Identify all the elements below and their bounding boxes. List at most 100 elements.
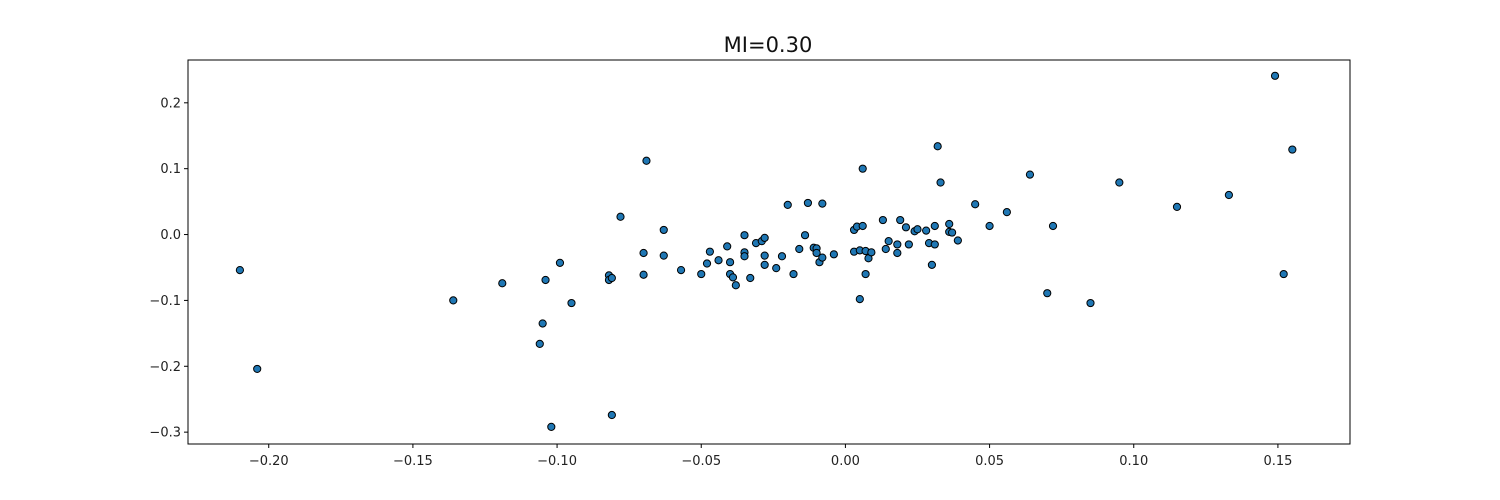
data-point xyxy=(812,248,821,258)
data-point xyxy=(1043,289,1052,298)
y-axis: −0.3 −0.2 −0.1 0.0 0.1 0.2 xyxy=(149,96,188,441)
y-tick-label: −0.1 xyxy=(149,294,181,309)
data-point xyxy=(535,339,544,348)
y-tick-label: −0.2 xyxy=(149,360,181,375)
data-point xyxy=(858,164,867,173)
data-point xyxy=(714,256,723,265)
data-point xyxy=(659,251,668,260)
x-tick-label: −0.15 xyxy=(393,454,433,469)
data-point xyxy=(567,298,576,308)
x-axis: −0.20 −0.15 −0.10 −0.05 0.00 0.05 0.10 0.15 xyxy=(249,444,1292,469)
data-point xyxy=(705,247,714,256)
data-point xyxy=(547,422,556,431)
y-tick-label: 0.0 xyxy=(160,228,181,243)
x-tick-label: 0.05 xyxy=(975,454,1004,469)
data-point xyxy=(829,250,838,259)
data-point xyxy=(971,200,980,209)
data-point xyxy=(904,240,913,249)
data-point xyxy=(803,198,813,208)
data-point xyxy=(927,260,937,269)
data-point xyxy=(893,248,902,258)
data-point xyxy=(896,215,905,225)
data-point xyxy=(1048,221,1058,231)
data-point xyxy=(789,269,798,279)
data-point xyxy=(639,248,648,258)
data-point xyxy=(740,231,749,240)
data-point xyxy=(985,221,994,231)
data-point xyxy=(1270,71,1280,80)
data-point xyxy=(772,264,781,273)
data-point xyxy=(1115,178,1124,187)
x-tick-label: 0.00 xyxy=(831,454,860,469)
data-point xyxy=(922,226,931,235)
data-point xyxy=(1025,170,1035,179)
data-point xyxy=(760,233,769,242)
data-point xyxy=(818,253,827,262)
data-point xyxy=(930,240,939,249)
y-tick-label: −0.3 xyxy=(149,426,181,441)
data-point xyxy=(659,225,668,235)
data-point xyxy=(697,269,706,279)
data-point xyxy=(913,225,922,234)
data-point xyxy=(723,242,732,251)
data-point xyxy=(1086,298,1095,308)
data-point xyxy=(800,231,810,240)
data-point xyxy=(1288,145,1297,154)
data-point xyxy=(858,221,867,231)
points-layer xyxy=(235,71,1297,431)
data-point xyxy=(555,258,565,267)
data-point xyxy=(607,410,616,420)
data-point xyxy=(746,273,755,283)
data-point xyxy=(861,269,870,279)
x-tick-label: 0.15 xyxy=(1263,454,1292,469)
data-point xyxy=(1224,190,1233,200)
x-tick-label: −0.20 xyxy=(249,454,289,469)
data-point xyxy=(676,266,686,275)
x-tick-label: −0.05 xyxy=(681,454,721,469)
data-point xyxy=(867,248,876,257)
data-point xyxy=(639,270,648,279)
data-point xyxy=(607,273,616,283)
data-point xyxy=(728,273,738,282)
data-point xyxy=(449,296,458,305)
data-point xyxy=(783,200,792,210)
y-tick-label: 0.2 xyxy=(160,96,181,111)
data-point xyxy=(945,219,954,229)
plot-area-frame xyxy=(187,59,1351,445)
x-tick-label: −0.10 xyxy=(537,454,577,469)
data-point xyxy=(616,212,625,221)
x-tick-label: 0.10 xyxy=(1119,454,1148,469)
data-point xyxy=(1002,208,1011,217)
data-point xyxy=(893,240,902,249)
data-point xyxy=(541,275,550,285)
data-point xyxy=(253,364,262,374)
data-point xyxy=(881,244,890,254)
data-point xyxy=(884,237,893,246)
data-point xyxy=(731,281,740,290)
data-point xyxy=(953,236,962,245)
data-point xyxy=(1172,202,1182,211)
data-point xyxy=(702,259,712,268)
data-point xyxy=(930,221,939,231)
data-point xyxy=(933,142,942,151)
data-point xyxy=(818,199,827,208)
chart-title: MI=0.30 xyxy=(724,33,813,57)
data-point xyxy=(498,279,507,288)
data-point xyxy=(795,244,804,254)
data-point xyxy=(947,228,957,237)
data-point xyxy=(1279,269,1288,279)
data-point xyxy=(901,223,911,232)
data-point xyxy=(642,156,651,165)
data-point xyxy=(855,294,864,304)
data-point xyxy=(777,252,787,261)
data-point xyxy=(760,260,769,269)
data-point xyxy=(760,251,769,260)
data-point xyxy=(740,252,749,261)
data-point xyxy=(936,178,945,187)
data-point xyxy=(725,258,735,267)
y-tick-label: 0.1 xyxy=(160,162,181,177)
data-point xyxy=(235,266,245,275)
data-point xyxy=(538,319,547,328)
